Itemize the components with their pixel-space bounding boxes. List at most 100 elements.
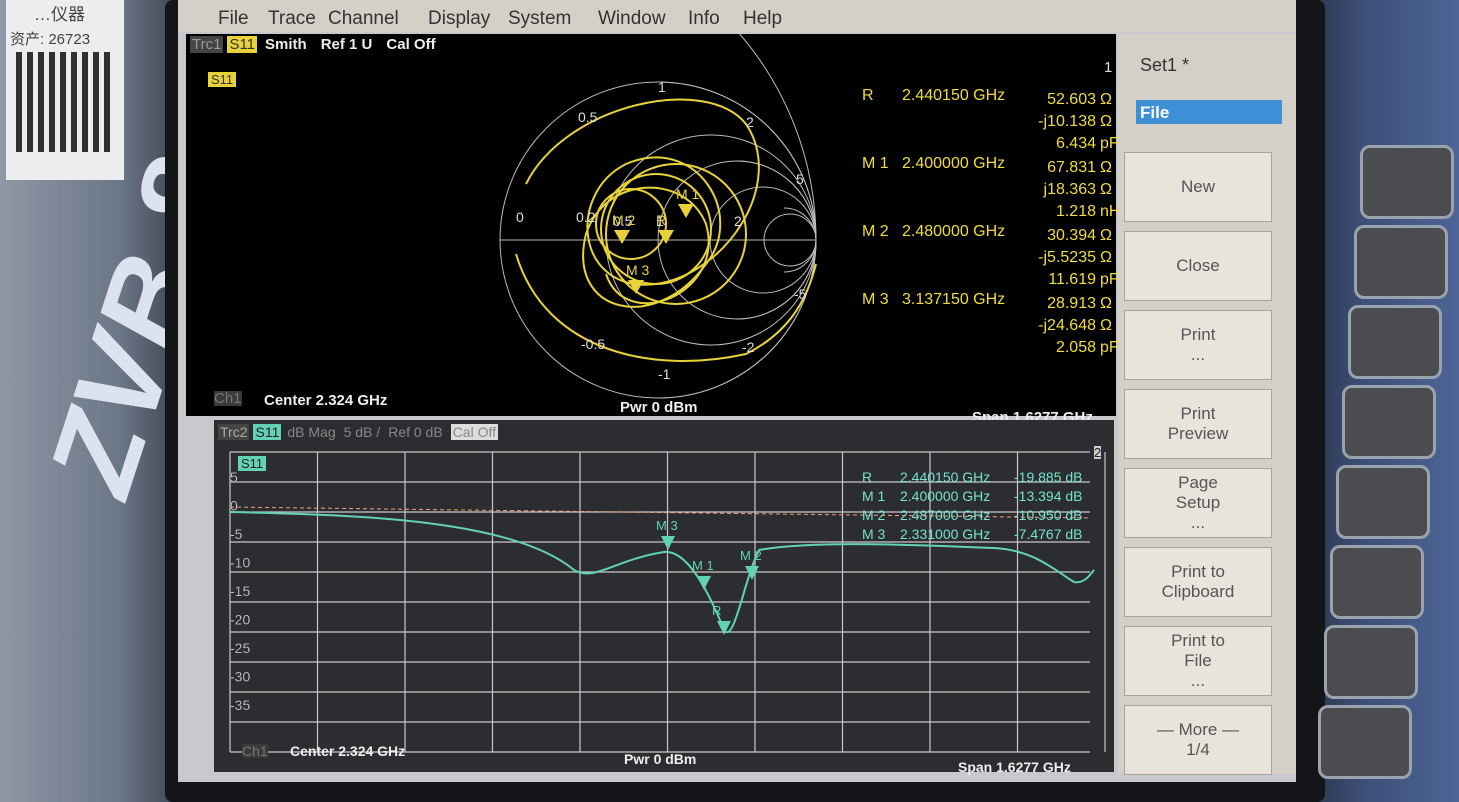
header-item: Ref 1 U <box>321 36 373 53</box>
hardkey[interactable] <box>1360 145 1454 219</box>
smith-label: 0.2 <box>576 209 596 225</box>
marker-unit: pF <box>1100 136 1119 152</box>
power: Pwr 0 dBm <box>624 752 696 766</box>
marker-value: -j10.138 <box>1038 114 1096 130</box>
smith-label: 1 <box>658 79 666 95</box>
smith-label: -0.5 <box>581 336 605 352</box>
softkey-label: Print <box>1181 325 1216 345</box>
hardkey[interactable] <box>1318 705 1412 779</box>
marker-label: M 1 <box>692 558 714 573</box>
menu-bar: File Trace Channel Display System Window Info H… <box>178 0 1296 32</box>
marker-value: -j5.5235 <box>1038 250 1096 266</box>
marker-freq: 2.400000 GHz <box>900 489 990 503</box>
menu-item[interactable]: System <box>508 8 571 30</box>
marker-value: 6.434 <box>1056 136 1096 152</box>
header-item: Ref 0 dB <box>388 424 442 440</box>
marker-unit: Ω <box>1100 160 1112 176</box>
marker-name: M 1 <box>862 489 885 503</box>
marker-unit: Ω <box>1100 182 1112 198</box>
page: …仪器 资产: 26723 ZVB 8 FileTraceChannelDisp… <box>0 0 1459 802</box>
marker-name: M 3 <box>862 292 889 308</box>
marker-freq: 2.400000 GHz <box>902 156 1005 172</box>
menu-item[interactable]: File <box>218 8 249 30</box>
softkey-label: Clipboard <box>1162 582 1235 602</box>
hardkeys <box>1300 0 1459 802</box>
marker-name: M 3 <box>862 527 885 541</box>
hardkey[interactable] <box>1342 385 1436 459</box>
menu-item[interactable]: Window <box>598 8 666 30</box>
sticker-title: …仪器 <box>34 6 85 23</box>
softkey-label: ... <box>1191 513 1205 533</box>
softkey-label: Setup <box>1176 493 1220 513</box>
marker-name: R <box>862 88 874 104</box>
marker-freq: 2.440150 GHz <box>900 470 990 484</box>
softkey[interactable]: Close <box>1124 231 1272 301</box>
sticker-asset: 资产: 26723 <box>10 32 90 47</box>
window-number: 1 <box>1104 60 1112 75</box>
y-label: 5 <box>230 469 238 485</box>
header-item: Trc2 <box>218 424 249 440</box>
smith-label: 0.5 <box>578 109 598 125</box>
power: Pwr 0 dBm <box>620 400 698 415</box>
marker-freq: 2.331000 GHz <box>900 527 990 541</box>
marker-value: -13.394 dB <box>1014 489 1083 503</box>
marker-name: R <box>862 470 872 484</box>
softkey[interactable]: — More —1/4 <box>1124 705 1272 775</box>
header-item: dB Mag <box>287 424 335 440</box>
marker-symbol <box>697 576 711 590</box>
marker-unit: Ω <box>1100 228 1112 244</box>
marker-value: 1.218 <box>1056 204 1096 220</box>
channel-tag: Ch1 <box>242 744 268 758</box>
span: Span 1.6277 GHz <box>958 760 1071 774</box>
y-label: -25 <box>230 640 250 656</box>
y-label: -30 <box>230 669 250 685</box>
marker-unit: Ω <box>1100 318 1112 334</box>
softkey-label: Print <box>1181 404 1216 424</box>
hardkey[interactable] <box>1336 465 1430 539</box>
marker-label: R <box>656 212 666 228</box>
menu-item[interactable]: Display <box>428 8 490 30</box>
menu-item[interactable]: Channel <box>328 8 399 30</box>
marker-unit: Ω <box>1100 250 1112 266</box>
marker-freq: 3.137150 GHz <box>902 292 1005 308</box>
marker-symbol <box>717 621 731 635</box>
marker-unit: Ω <box>1100 114 1112 130</box>
hardkey[interactable] <box>1354 225 1448 299</box>
marker-value: 52.603 <box>1047 92 1096 108</box>
softkey-label: Close <box>1176 256 1219 276</box>
marker-symbol <box>678 204 694 218</box>
marker-value: -19.885 dB <box>1014 470 1083 484</box>
header-item: Trc1 <box>190 36 223 53</box>
center-freq: Center 2.324 GHz <box>264 393 387 408</box>
y-label: -10 <box>230 555 250 571</box>
header-item: S11 <box>253 424 281 440</box>
smith-label: 2 <box>746 114 754 130</box>
menu-item[interactable]: Help <box>743 8 782 30</box>
marker-value: 11.619 <box>1048 272 1096 288</box>
marker-label: R <box>712 603 721 618</box>
marker-unit: pF <box>1100 340 1119 356</box>
softkey-label: — More — <box>1157 720 1239 740</box>
header-item: Cal Off <box>451 424 498 440</box>
hardkey[interactable] <box>1348 305 1442 379</box>
marker-value: 28.913 <box>1047 296 1096 312</box>
marker-symbol <box>614 230 630 244</box>
softkey-label: File <box>1184 651 1211 671</box>
marker-symbol <box>661 536 675 550</box>
hardkey[interactable] <box>1330 545 1424 619</box>
menu-item[interactable]: Trace <box>268 8 316 30</box>
hardkey[interactable] <box>1324 625 1418 699</box>
softkey[interactable]: New <box>1124 152 1272 222</box>
marker-symbol <box>745 566 759 580</box>
marker-value: 67.831 <box>1047 160 1096 176</box>
smith-label: 5 <box>796 171 804 187</box>
header-item: S11 <box>227 36 257 53</box>
menu-item[interactable]: Info <box>688 8 720 30</box>
softkey[interactable]: Print... <box>1124 310 1272 380</box>
smith-label: -1 <box>658 366 671 382</box>
